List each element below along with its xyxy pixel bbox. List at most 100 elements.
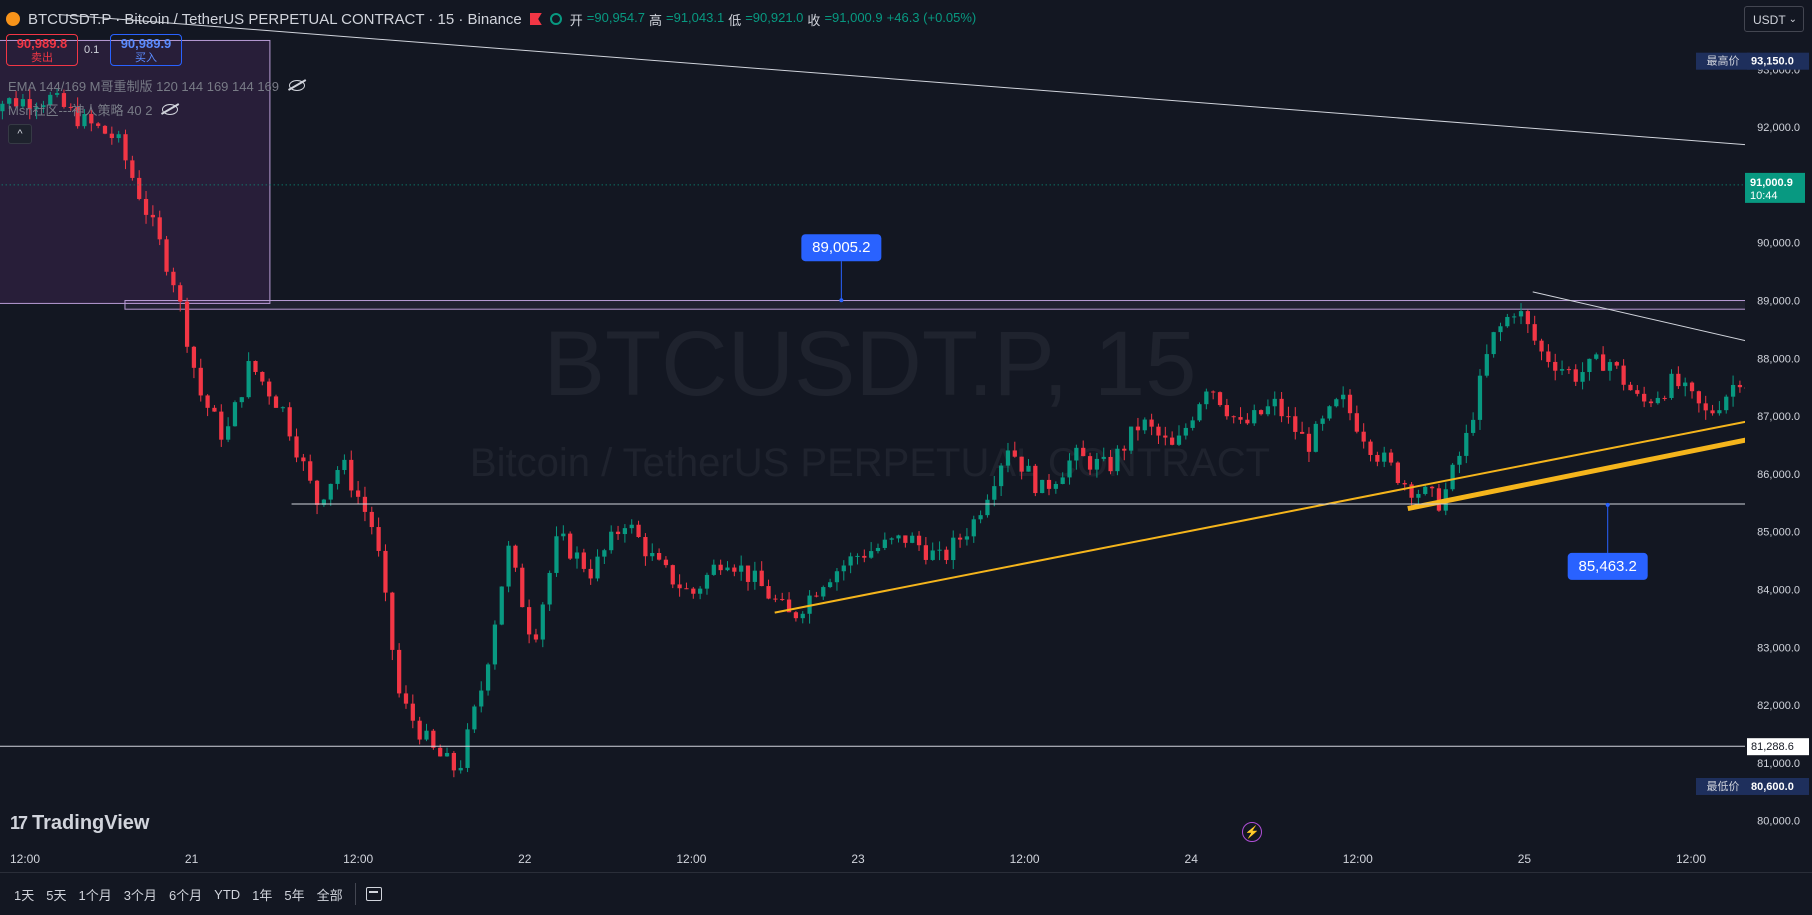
candle (0, 103, 5, 112)
lightning-icon[interactable]: ⚡ (1242, 822, 1262, 842)
candle (971, 519, 976, 537)
range-ytd-button[interactable]: YTD (214, 886, 241, 902)
candle (1313, 423, 1318, 452)
candle (1621, 365, 1626, 385)
tradingview-mark-icon: 17 (10, 813, 28, 833)
candle (745, 565, 751, 582)
price-zone (0, 39, 271, 304)
candle (704, 574, 710, 589)
x-tick-label: 12:00 (1010, 852, 1040, 866)
price-zone (124, 300, 1812, 310)
candle (157, 217, 162, 240)
price-level-name: 最低价 (1707, 780, 1740, 793)
candle (1525, 311, 1530, 325)
candle (1546, 351, 1551, 362)
candle (1320, 418, 1325, 424)
candle (1081, 447, 1086, 457)
price-callout[interactable] (801, 234, 882, 262)
range-5y-button[interactable]: 5年 (284, 887, 305, 903)
divider (354, 883, 356, 905)
candle (1689, 382, 1695, 392)
currency-unit-label: USDT (1753, 13, 1786, 27)
range-all-button[interactable]: 全部 (316, 887, 343, 903)
candle (766, 586, 771, 599)
candle (944, 549, 949, 561)
indicator-strategy[interactable]: Msn社区---神人策略 40 2 (8, 100, 179, 119)
sell-button[interactable]: 90,989.8 卖出 (6, 34, 78, 66)
candle (369, 511, 374, 528)
indicator-ema[interactable]: EMA 144/169 M哥重制版 120 144 169 144 169 (8, 76, 306, 95)
range-1m-button[interactable]: 1个月 (78, 887, 112, 903)
candle (48, 94, 53, 106)
y-tick-label: 90,000.0 (1757, 238, 1800, 250)
range-6m-button[interactable]: 6个月 (168, 887, 203, 903)
price-axis[interactable] (1745, 0, 1812, 838)
candle (226, 426, 231, 440)
candle (1429, 486, 1435, 489)
candle (239, 397, 244, 403)
x-tick-label: 12:00 (10, 852, 40, 866)
range-1d-button[interactable]: 1天 (14, 887, 35, 903)
candle (123, 134, 128, 161)
flag-icon[interactable] (529, 13, 542, 25)
candle (109, 133, 114, 139)
price-callout[interactable] (1567, 552, 1648, 580)
current-price-label: 91,000.9 (1750, 177, 1793, 189)
candle (1299, 431, 1305, 434)
tradingview-logo[interactable]: 17 TradingView (10, 812, 149, 835)
y-tick-label: 85,000.0 (1757, 527, 1800, 539)
candle (1149, 419, 1154, 427)
trend-arrow[interactable] (1407, 289, 1812, 512)
candle (588, 568, 593, 579)
calendar-icon[interactable] (365, 887, 382, 901)
candle (1190, 420, 1195, 428)
candle (1224, 405, 1229, 417)
candle (1600, 354, 1606, 371)
candle (246, 361, 251, 398)
ohlc-low-value: =90,921.0 (745, 9, 804, 25)
candle (75, 107, 80, 127)
candle (1293, 416, 1298, 432)
candle (1642, 393, 1647, 402)
trend-line[interactable] (774, 415, 1775, 614)
candle (465, 729, 470, 768)
horizontal-line-tag[interactable] (1747, 738, 1809, 756)
hide-eye-icon[interactable] (162, 104, 179, 115)
current-price-tag[interactable] (1745, 172, 1805, 203)
candle (1156, 426, 1161, 436)
x-tick-label: 12:00 (1343, 852, 1373, 866)
candle (663, 559, 669, 566)
candle (636, 524, 641, 538)
candle (1614, 362, 1619, 366)
candle (1436, 488, 1442, 511)
ohlc-low-label: 低 (728, 12, 742, 28)
candle (841, 565, 846, 572)
symbol-title[interactable]: BTCUSDT.P · Bitcoin / TetherUS PERPETUAL… (28, 10, 522, 28)
candle (314, 480, 320, 505)
trend-line[interactable] (58, 13, 1812, 213)
candle (1580, 372, 1585, 382)
sell-label: 卖出 (31, 52, 53, 64)
candle (479, 690, 484, 707)
candle (992, 486, 997, 500)
candle (848, 556, 853, 566)
candle (978, 515, 983, 520)
candle (1197, 404, 1202, 421)
range-5d-button[interactable]: 5天 (46, 887, 67, 903)
buy-button[interactable]: 90,989.9 买入 (110, 34, 182, 66)
range-3m-button[interactable]: 3个月 (123, 887, 157, 903)
ohlc-open-label: 开 (569, 12, 583, 28)
buy-label: 买入 (135, 52, 157, 64)
price-level-name: 最高价 (1707, 54, 1740, 68)
hide-eye-icon[interactable] (289, 80, 306, 91)
currency-unit-selector[interactable]: USDT ⌄ (1744, 6, 1804, 32)
candle (732, 567, 737, 572)
candle (1648, 401, 1654, 404)
candle (1573, 369, 1578, 382)
candle (1026, 465, 1031, 472)
market-status-icon (549, 13, 562, 25)
collapse-indicators-button[interactable]: ^ (8, 124, 32, 144)
candle (1094, 458, 1100, 470)
range-1y-button[interactable]: 1年 (252, 887, 273, 903)
